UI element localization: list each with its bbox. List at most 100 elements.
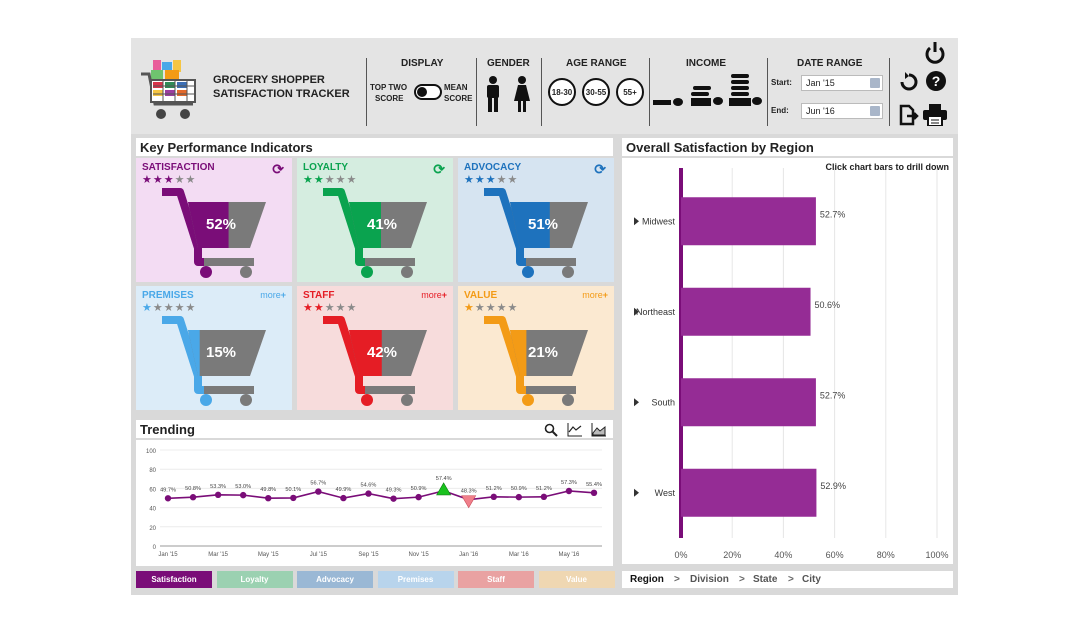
trend-point[interactable] xyxy=(540,493,548,501)
star-icon: ★ xyxy=(496,302,508,314)
age-30-55-button[interactable]: 30-55 xyxy=(582,78,610,106)
trend-data-label: 48.3% xyxy=(461,489,477,495)
female-icon[interactable] xyxy=(513,76,531,112)
trend-tab-advocacy[interactable]: Advocacy xyxy=(297,571,373,588)
trend-point[interactable] xyxy=(214,491,222,499)
trend-point[interactable] xyxy=(189,494,197,501)
kpi-card-loyalty[interactable]: LOYALTY ★★★★★ ⟳ 41% xyxy=(297,158,453,282)
undo-icon[interactable] xyxy=(899,72,919,92)
trend-point[interactable] xyxy=(415,493,422,501)
kpi-card-satisfaction[interactable]: SATISFACTION ★★★★★ ⟳ 52% xyxy=(136,158,292,282)
expand-arrow-icon[interactable] xyxy=(634,217,639,226)
breadcrumb-region[interactable]: Region xyxy=(630,574,664,585)
help-icon[interactable]: ? xyxy=(925,70,947,92)
trend-chart[interactable]: 0 20 40 60 80 100 Jan '15 Mar '15 May '15 Jul '15… xyxy=(136,440,613,566)
trending-title: Trending xyxy=(136,420,613,438)
region-category-label[interactable]: South xyxy=(651,397,675,407)
region-bar-south[interactable] xyxy=(681,378,816,427)
refresh-icon[interactable]: ⟳ xyxy=(272,161,284,177)
refresh-icon[interactable]: ⟳ xyxy=(594,161,606,177)
star-icon: ★ xyxy=(163,302,175,314)
trend-point[interactable] xyxy=(239,491,247,499)
age-18-30-button[interactable]: 18-30 xyxy=(548,78,576,106)
kpi-name: VALUE xyxy=(464,290,498,301)
trend-tab-loyalty[interactable]: Loyalty xyxy=(216,571,293,588)
region-category-label[interactable]: Midwest xyxy=(642,216,676,226)
more-link[interactable]: more+ xyxy=(260,290,286,300)
region-value-label: 52.7% xyxy=(820,209,846,219)
trend-point[interactable] xyxy=(340,494,347,502)
trend-point[interactable] xyxy=(265,494,272,502)
region-value-label: 50.6% xyxy=(815,300,841,310)
region-bar-west[interactable] xyxy=(681,468,817,517)
trend-tab-premises[interactable]: Premises xyxy=(377,571,454,588)
down-arrow-marker[interactable] xyxy=(461,495,477,509)
trend-point[interactable] xyxy=(515,493,523,501)
kpi-percent: 42% xyxy=(367,344,398,361)
export-icon[interactable] xyxy=(899,104,919,126)
plus-icon: + xyxy=(280,290,286,300)
refresh-icon[interactable]: ⟳ xyxy=(433,161,445,177)
age-55plus-button[interactable]: 55+ xyxy=(616,78,644,106)
header-divider xyxy=(889,58,890,126)
region-bar-midwest[interactable] xyxy=(681,197,816,246)
expand-arrow-icon[interactable] xyxy=(634,488,639,497)
zoom-icon[interactable] xyxy=(544,423,558,437)
header-bar: GROCERY SHOPPER SATISFACTION TRACKER DIS… xyxy=(131,38,958,134)
trend-point[interactable] xyxy=(164,495,172,502)
star-icon: ★ xyxy=(313,174,325,186)
kpi-card-staff[interactable]: STAFF ★★★★★ more+ 42% xyxy=(297,286,453,410)
x-tick-label: May '16 xyxy=(559,552,580,558)
trend-tab-staff[interactable]: Staff xyxy=(458,571,534,588)
drill-breadcrumb: Region > Division > State > City xyxy=(622,571,953,588)
trend-data-label: 51.2% xyxy=(486,486,502,492)
trend-tab-satisfaction[interactable]: Satisfaction xyxy=(136,571,212,588)
income-low-icon[interactable] xyxy=(653,94,683,108)
print-icon[interactable] xyxy=(923,104,947,126)
income-high-icon[interactable] xyxy=(729,74,763,108)
trend-point[interactable] xyxy=(390,495,397,502)
age-range-title: AGE RANGE xyxy=(566,58,627,69)
calendar-icon[interactable] xyxy=(870,106,880,116)
calendar-icon[interactable] xyxy=(870,78,880,88)
more-link[interactable]: more+ xyxy=(421,290,447,300)
expand-arrow-icon[interactable] xyxy=(634,307,639,316)
display-toggle[interactable] xyxy=(414,84,442,100)
star-icon: ★ xyxy=(474,302,486,314)
breadcrumb-state[interactable]: State xyxy=(753,574,778,585)
more-label: more xyxy=(260,290,281,300)
star-icon: ★ xyxy=(142,302,153,314)
power-icon[interactable] xyxy=(925,42,945,64)
breadcrumb-city[interactable]: City xyxy=(802,574,821,585)
end-date-input[interactable]: Jun '16 xyxy=(801,103,883,119)
male-icon[interactable] xyxy=(485,76,501,112)
trend-point[interactable] xyxy=(365,490,372,497)
kpi-card-value[interactable]: VALUE ★★★★★ more+ 21% xyxy=(458,286,614,410)
trend-data-label: 51.2% xyxy=(536,486,552,492)
trend-point[interactable] xyxy=(490,493,497,501)
trend-tab-value[interactable]: Value xyxy=(538,571,615,588)
trend-point[interactable] xyxy=(565,487,573,495)
trend-point[interactable] xyxy=(315,488,322,495)
trend-data-label: 57.4% xyxy=(436,476,452,482)
line-chart-icon[interactable] xyxy=(567,422,583,437)
breadcrumb-division[interactable]: Division xyxy=(690,574,729,585)
trend-point[interactable] xyxy=(590,489,598,497)
region-category-label[interactable]: West xyxy=(655,488,676,498)
income-mid-icon[interactable] xyxy=(691,86,723,108)
expand-arrow-icon[interactable] xyxy=(634,398,639,407)
area-chart-icon[interactable] xyxy=(591,422,607,437)
kpi-card-advocacy[interactable]: ADVOCACY ★★★★★ ⟳ 51% xyxy=(458,158,614,282)
region-bar-northeast[interactable] xyxy=(681,287,811,336)
trend-point[interactable] xyxy=(290,494,297,502)
up-arrow-marker[interactable] xyxy=(436,482,452,496)
region-category-label[interactable]: Northeast xyxy=(636,307,676,317)
x-tick-label: Mar '16 xyxy=(509,552,529,558)
region-bar-chart[interactable]: 0% 20% 40% 60% 80% 100% Midwest 52.7% Northeast 5… xyxy=(622,158,953,564)
kpi-card-premises[interactable]: PREMISES ★★★★★ more+ 15% xyxy=(136,286,292,410)
trend-series-line xyxy=(167,490,595,501)
start-date-input[interactable]: Jan '15 xyxy=(801,75,883,91)
more-link[interactable]: more+ xyxy=(582,290,608,300)
breadcrumb-sep: > xyxy=(788,574,794,585)
x-tick-label: 80% xyxy=(877,550,895,560)
